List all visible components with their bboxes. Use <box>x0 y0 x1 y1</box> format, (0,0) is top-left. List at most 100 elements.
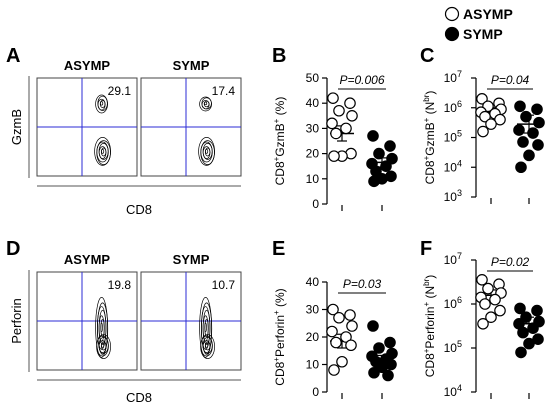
p-value-label: P=0.006 <box>339 73 384 87</box>
y-axis-label: CD8+Perforin+ (%) <box>272 288 287 385</box>
data-point <box>384 336 396 349</box>
data-point <box>532 139 544 151</box>
chart-f: 104 105 106 107 CD8+Perforin+ (Nbr) P=0.02 <box>422 251 545 399</box>
data-point <box>340 331 352 343</box>
quadrant-percentage: 10.7 <box>212 278 236 292</box>
data-point <box>327 303 339 316</box>
y-tick-label: 20 <box>306 147 320 161</box>
data-point <box>346 320 358 332</box>
y-tick-label: 10 <box>306 172 320 186</box>
y-tick-label: 107 <box>444 251 462 267</box>
data-point <box>513 124 525 136</box>
data-point <box>523 337 535 350</box>
elongated-population-ring <box>199 297 212 358</box>
series-symp <box>513 100 545 174</box>
data-point <box>346 110 358 122</box>
data-point <box>489 293 501 306</box>
data-point <box>476 93 488 105</box>
legend-symp-label: SYMP <box>463 26 503 42</box>
data-point <box>328 150 340 162</box>
y-tick-label: 105 <box>444 339 462 355</box>
p-value-label: P=0.02 <box>491 255 530 269</box>
data-point <box>517 326 529 339</box>
series-symp <box>513 302 545 359</box>
chart-e: 0 10 20 30 40 CD8+Perforin+ (%) P=0.03 <box>272 275 398 399</box>
quadrant-percentage: 19.8 <box>108 278 132 292</box>
data-point <box>333 104 345 117</box>
data-point <box>476 273 488 286</box>
data-point <box>367 130 379 142</box>
y-axis-label: CD8+GzmB+ (%) <box>272 97 287 186</box>
y-tick-label: 10 <box>306 358 320 372</box>
y-tick-label: 50 <box>306 71 320 85</box>
data-point <box>345 339 357 352</box>
data-point <box>326 117 338 130</box>
y-tick-label: 104 <box>444 158 462 174</box>
data-point <box>527 127 539 139</box>
data-point <box>373 147 385 160</box>
panel-letter-e: E <box>272 238 285 260</box>
p-value-label: P=0.03 <box>343 277 382 291</box>
flow-ylabel: GzmB <box>9 109 24 145</box>
chart-c: 103 104 105 106 107 CD8+GzmB+ (Nbr) P=0.04 <box>422 69 545 204</box>
legend: ASYMP SYMP <box>444 6 513 42</box>
data-point <box>340 122 352 135</box>
flow-plot-title: SYMP <box>173 58 210 73</box>
series-symp <box>366 130 398 188</box>
data-point <box>328 364 340 376</box>
series-asymp <box>475 273 507 330</box>
dense-core-ring <box>200 334 215 359</box>
data-point <box>336 355 348 368</box>
series-asymp <box>475 93 507 138</box>
legend-asymp-marker <box>444 6 460 22</box>
data-point <box>373 342 385 354</box>
flow-plot-title: ASYMP <box>64 58 111 73</box>
panel-letter-d: D <box>6 238 20 260</box>
y-tick-label: 104 <box>444 383 462 399</box>
data-point <box>517 136 529 148</box>
data-point <box>485 311 497 323</box>
data-point <box>482 282 494 295</box>
data-point <box>494 113 506 126</box>
data-point <box>479 298 491 310</box>
y-tick-label: 40 <box>306 96 320 110</box>
y-tick-label: 0 <box>312 385 319 399</box>
data-point <box>376 361 388 374</box>
series-asymp <box>326 92 358 162</box>
y-tick-label: 40 <box>306 275 320 289</box>
data-point <box>531 103 543 116</box>
upper-population-ring <box>199 96 212 112</box>
data-point <box>386 152 398 165</box>
data-point <box>523 149 535 162</box>
flow-xlabel: CD8 <box>126 202 152 217</box>
data-point <box>333 311 345 324</box>
lower-population-ring <box>198 137 215 166</box>
data-point <box>384 140 396 152</box>
quadrant-percentage: 17.4 <box>212 84 236 98</box>
elongated-population-ring <box>95 297 108 358</box>
panel-letter-f: F <box>420 238 432 260</box>
y-tick-label: 30 <box>306 121 320 135</box>
series-symp <box>366 320 398 382</box>
y-tick-label: 30 <box>306 303 320 317</box>
data-point <box>515 161 527 174</box>
data-point <box>477 317 489 330</box>
data-point <box>520 311 532 323</box>
data-point <box>380 160 392 172</box>
flow-plot-title: SYMP <box>173 252 210 267</box>
y-tick-label: 0 <box>312 197 319 211</box>
scatter-charts: 0 10 20 30 40 50 CD8+GzmB+ (%) P=0.006 103 104 105… <box>272 69 545 399</box>
data-point <box>514 100 526 113</box>
panel-letter-b: B <box>272 45 286 67</box>
dense-core-ring <box>96 334 111 359</box>
data-point <box>344 309 356 321</box>
legend-asymp-label: ASYMP <box>463 6 513 22</box>
y-axis-label: CD8+Perforin+ (Nbr) <box>422 275 437 378</box>
data-point <box>330 336 342 349</box>
data-point <box>485 118 497 130</box>
panel-letter-c: C <box>420 45 434 67</box>
flow-xlabel: CD8 <box>126 390 152 405</box>
data-point <box>527 322 539 334</box>
